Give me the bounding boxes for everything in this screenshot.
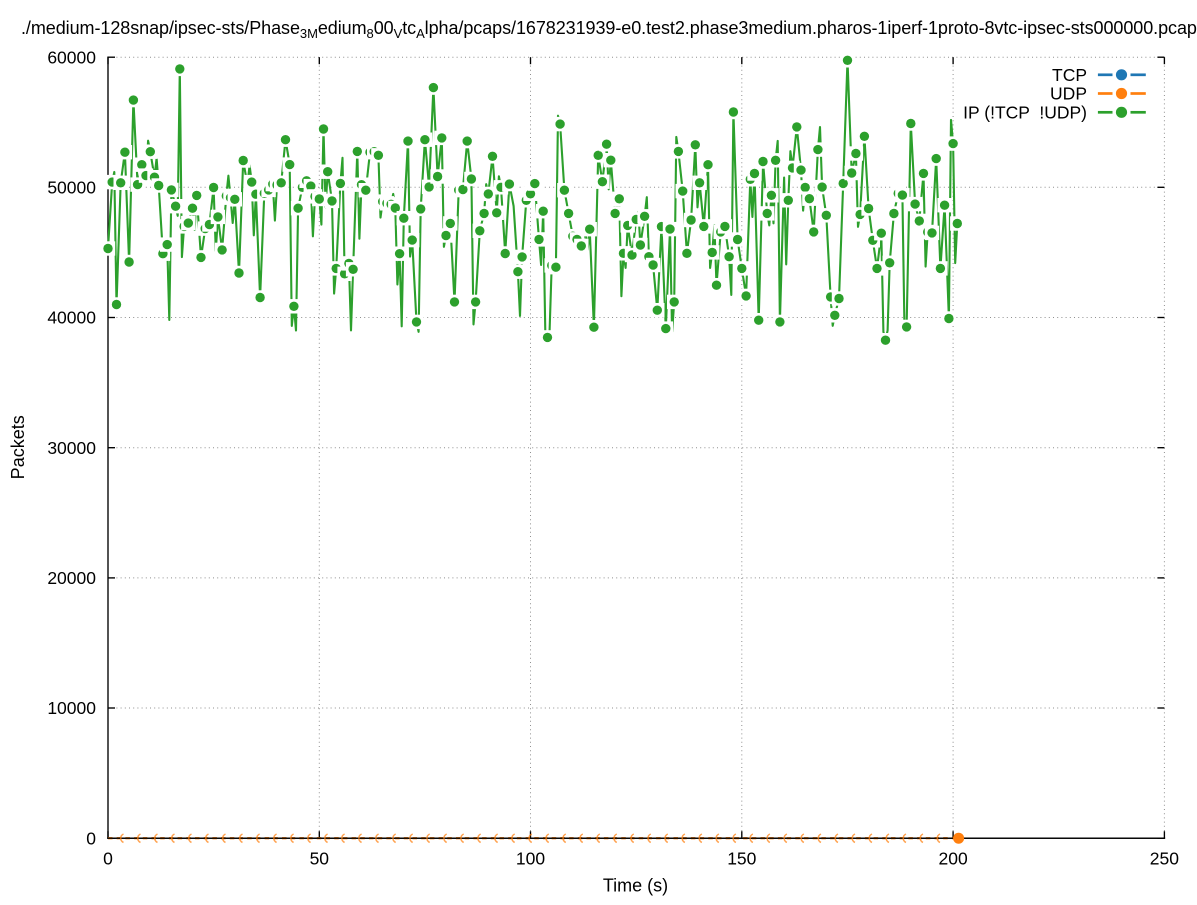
svg-text:40000: 40000: [47, 308, 96, 328]
svg-text:10000: 10000: [47, 698, 96, 718]
svg-text:0: 0: [103, 848, 113, 868]
svg-text:60000: 60000: [47, 47, 96, 67]
svg-text:TCP: TCP: [1052, 65, 1087, 85]
svg-text:200: 200: [938, 848, 967, 868]
svg-text:./medium-128snap/ipsec-sts/Pha: ./medium-128snap/ipsec-sts/Phase3M​edium…: [21, 18, 1197, 41]
svg-text:Packets: Packets: [8, 415, 28, 479]
svg-text:0: 0: [86, 828, 96, 848]
svg-text:Time (s): Time (s): [603, 875, 668, 895]
svg-text:UDP: UDP: [1050, 84, 1087, 104]
svg-text:150: 150: [727, 848, 756, 868]
svg-text:100: 100: [516, 848, 545, 868]
svg-text:50: 50: [310, 848, 330, 868]
svg-text:20000: 20000: [47, 568, 96, 588]
svg-text:30000: 30000: [47, 438, 96, 458]
svg-text:50000: 50000: [47, 178, 96, 198]
svg-text:IP (!TCP !UDP): IP (!TCP !UDP): [963, 103, 1087, 123]
svg-text:250: 250: [1150, 848, 1179, 868]
